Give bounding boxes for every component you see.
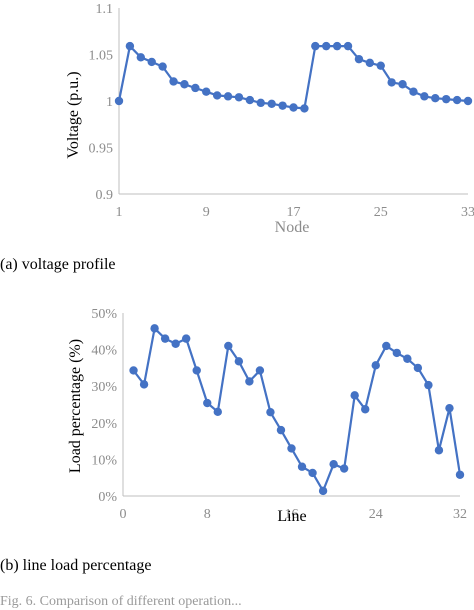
voltage-data-point bbox=[311, 41, 320, 51]
voltage-data-point bbox=[256, 98, 265, 108]
voltage-data-point bbox=[387, 78, 396, 87]
load-data-point bbox=[287, 444, 296, 453]
voltage-data-point bbox=[289, 103, 298, 112]
voltage-data-point bbox=[452, 95, 462, 105]
load-data-point bbox=[424, 380, 433, 390]
voltage-data-point bbox=[169, 77, 178, 86]
voltage-data-point bbox=[431, 94, 440, 103]
load-data-point bbox=[276, 425, 286, 435]
voltage-data-point bbox=[463, 96, 473, 106]
voltage-data-point bbox=[322, 41, 331, 51]
voltage-data-point bbox=[300, 104, 309, 113]
voltage-data-point bbox=[234, 93, 244, 102]
load-data-point bbox=[382, 341, 391, 351]
voltage-x-tick-label: 9 bbox=[203, 205, 210, 220]
load-data-point bbox=[318, 486, 328, 496]
load-y-tick-label: 0% bbox=[98, 490, 117, 505]
voltage-series-line bbox=[117, 44, 469, 110]
load-data-point bbox=[329, 459, 338, 469]
load-data-point bbox=[392, 348, 402, 358]
load-data-point bbox=[224, 341, 233, 351]
load-x-tick-label: 16 bbox=[285, 507, 299, 522]
voltage-data-point bbox=[136, 53, 146, 62]
load-data-point bbox=[361, 405, 370, 414]
load-data-point bbox=[150, 324, 159, 333]
load-data-point bbox=[171, 339, 180, 348]
voltage-data-point bbox=[409, 87, 418, 96]
voltage-data-point bbox=[114, 96, 124, 106]
load-series-line bbox=[132, 327, 462, 492]
voltage-y-tick-label: 0.95 bbox=[89, 142, 114, 157]
voltage-y-tick-label: 0.9 bbox=[96, 188, 114, 203]
voltage-x-tick-label: 1 bbox=[116, 205, 123, 220]
load-data-point bbox=[297, 462, 307, 471]
voltage-data-point bbox=[441, 94, 451, 104]
load-data-point bbox=[139, 380, 149, 389]
voltage-data-point bbox=[223, 92, 233, 101]
voltage-data-point bbox=[147, 57, 156, 67]
voltage-data-point bbox=[354, 54, 364, 64]
voltage-data-point bbox=[332, 41, 342, 51]
voltage-y-tick-label: 1 bbox=[106, 95, 113, 110]
voltage-data-point bbox=[245, 95, 255, 105]
voltage-data-point bbox=[343, 41, 353, 51]
voltage-data-point bbox=[125, 41, 135, 51]
load-data-point bbox=[455, 470, 465, 479]
load-data-point bbox=[413, 363, 423, 373]
load-chart: 0% 10% 20% 30% 40% 50% 0 8 16 24 32 Load percentag… bbox=[67, 307, 467, 525]
load-data-point bbox=[371, 361, 380, 370]
load-y-tick-label: 40% bbox=[91, 344, 117, 359]
load-data-point bbox=[339, 464, 349, 473]
load-data-point bbox=[192, 366, 201, 375]
load-data-point bbox=[234, 357, 244, 366]
load-y-tick-label: 20% bbox=[91, 417, 117, 432]
voltage-data-point bbox=[267, 99, 276, 108]
voltage-data-point bbox=[398, 80, 407, 89]
voltage-data-point bbox=[420, 92, 429, 101]
load-x-tick-label: 0 bbox=[120, 507, 127, 522]
load-data-point bbox=[129, 366, 138, 375]
voltage-data-point bbox=[278, 101, 287, 110]
voltage-x-tick-label: 33 bbox=[461, 205, 474, 220]
load-data-point bbox=[403, 354, 412, 363]
voltage-data-point bbox=[191, 83, 200, 93]
load-y-tick-label: 50% bbox=[91, 307, 117, 322]
load-x-tick-label: 32 bbox=[453, 507, 467, 522]
figure-footer-caption: Fig. 6. Comparison of different operatio… bbox=[0, 594, 242, 609]
load-data-point bbox=[255, 366, 265, 375]
load-x-axis-title: Line bbox=[277, 508, 306, 525]
voltage-y-tick-label: 1.05 bbox=[89, 49, 114, 64]
load-data-point bbox=[445, 403, 454, 413]
load-y-tick-label: 10% bbox=[91, 453, 117, 468]
load-data-point bbox=[203, 398, 212, 408]
voltage-y-axis-title: Voltage (p.u.) bbox=[65, 71, 82, 158]
load-data-point bbox=[308, 468, 317, 478]
voltage-chart-caption: (a) voltage profile bbox=[0, 256, 116, 273]
load-data-point bbox=[350, 391, 359, 400]
voltage-data-point bbox=[376, 61, 385, 70]
load-data-point bbox=[266, 407, 275, 417]
voltage-data-point bbox=[180, 80, 189, 89]
voltage-x-axis-title: Node bbox=[275, 219, 310, 236]
load-data-point bbox=[434, 446, 444, 455]
load-data-point bbox=[245, 377, 254, 386]
voltage-data-point bbox=[212, 91, 222, 100]
load-y-tick-label: 30% bbox=[91, 380, 117, 395]
voltage-x-tick-label: 17 bbox=[287, 205, 301, 220]
load-y-axis-title: Load percentage (%) bbox=[67, 339, 84, 473]
voltage-x-tick-label: 25 bbox=[374, 205, 388, 220]
load-x-tick-label: 24 bbox=[369, 507, 383, 522]
voltage-chart: 0.9 0.95 1 1.05 1.1 1 9 17 25 33 Voltage (p.u.) N… bbox=[65, 2, 474, 236]
load-x-tick-label: 8 bbox=[204, 507, 211, 522]
voltage-data-point bbox=[158, 62, 167, 71]
load-chart-caption: (b) line load percentage bbox=[0, 557, 152, 574]
voltage-data-point bbox=[365, 58, 375, 68]
load-data-point bbox=[181, 334, 191, 343]
voltage-y-tick-label: 1.1 bbox=[96, 2, 114, 17]
load-data-point bbox=[160, 334, 170, 343]
voltage-data-point bbox=[202, 87, 211, 96]
load-data-point bbox=[213, 407, 222, 417]
